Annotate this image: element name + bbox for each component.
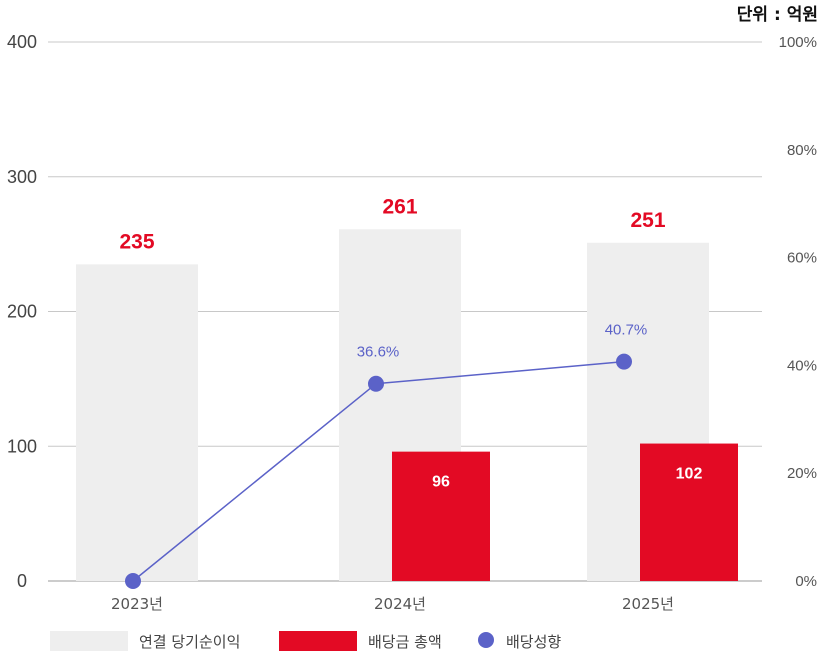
y2-tick-label: 40% <box>787 357 817 374</box>
legend-swatch-dividend <box>279 631 357 651</box>
y-tick-label: 400 <box>7 32 37 52</box>
y-tick-label: 0 <box>17 571 27 591</box>
bar-dividend-label: 96 <box>432 474 450 491</box>
y2-tick-label: 80% <box>787 142 817 159</box>
y2-tick-label: 100% <box>779 34 817 51</box>
unit-label: 단위 : 억원 <box>737 5 818 25</box>
y2-tick-label: 0% <box>795 573 817 590</box>
x-tick-label: 2024년 <box>374 595 426 613</box>
bar-net-income-label: 261 <box>382 195 417 218</box>
point-payout-ratio-label: 40.7% <box>605 322 648 339</box>
x-tick-label: 2023년 <box>111 595 163 613</box>
y2-tick-label: 60% <box>787 250 817 267</box>
legend-swatch-payout-ratio <box>478 632 494 648</box>
y2-tick-label: 20% <box>787 465 817 482</box>
point-payout-ratio <box>125 573 141 589</box>
y-tick-label: 100 <box>7 436 37 456</box>
y-tick-label: 200 <box>7 302 37 322</box>
x-tick-label: 2025년 <box>622 595 674 613</box>
point-payout-ratio-label: 36.6% <box>357 344 400 361</box>
bar-dividend <box>392 451 490 581</box>
legend-label-payout-ratio: 배당성향 <box>506 633 561 651</box>
point-payout-ratio <box>616 353 632 370</box>
bar-net-income-label: 251 <box>630 209 665 232</box>
bar-dividend-label: 102 <box>676 466 703 483</box>
point-payout-ratio <box>368 375 384 392</box>
y-tick-label: 300 <box>7 167 37 187</box>
bar-dividend <box>640 443 738 581</box>
legend-label-net-income: 연결 당기순이익 <box>139 633 240 651</box>
bar-net-income-label: 235 <box>119 230 154 253</box>
legend-swatch-net-income <box>50 631 128 651</box>
bar-net-income <box>76 264 198 581</box>
legend-label-dividend: 배당금 총액 <box>368 633 442 651</box>
